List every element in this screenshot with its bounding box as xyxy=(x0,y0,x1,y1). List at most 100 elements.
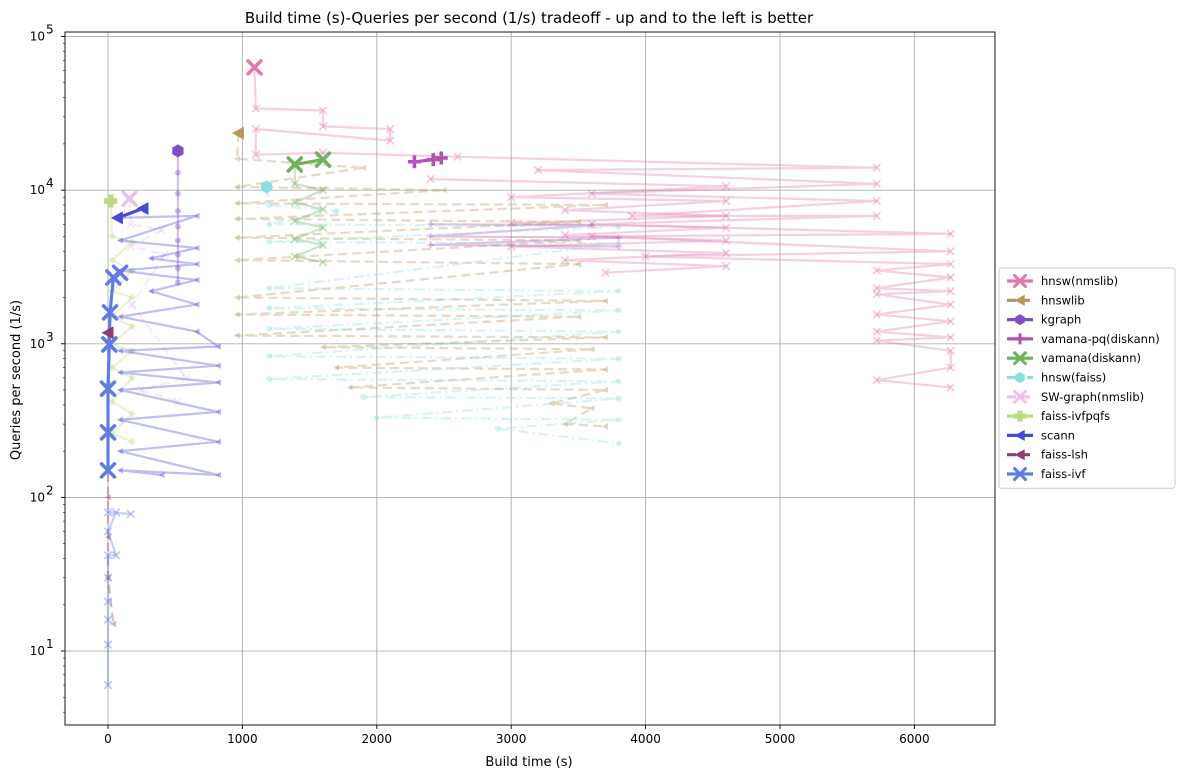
faded-point xyxy=(588,405,595,412)
faded-point xyxy=(116,237,123,244)
faded-point xyxy=(872,336,881,345)
faded-point xyxy=(128,300,137,309)
faded-point xyxy=(215,438,221,446)
faded-point xyxy=(233,155,240,162)
faded-point xyxy=(290,216,299,226)
faded-point xyxy=(386,124,395,134)
faded-point xyxy=(193,260,200,268)
faded-point xyxy=(615,234,622,241)
faded-point xyxy=(175,190,181,197)
faded-point xyxy=(103,527,113,536)
faded-point xyxy=(193,212,200,220)
faded-point xyxy=(318,148,328,157)
faded-point xyxy=(251,124,260,134)
faded-point xyxy=(103,615,113,624)
faded-line xyxy=(106,511,131,686)
y-tick-exponent: 2 xyxy=(46,483,54,497)
faded-point xyxy=(116,416,123,423)
faded-point xyxy=(126,242,135,251)
faded-point xyxy=(360,164,367,171)
faded-point xyxy=(173,397,182,406)
faded-point xyxy=(946,317,955,326)
data-point xyxy=(136,201,149,215)
faded-point xyxy=(946,287,955,296)
faded-point xyxy=(602,386,608,394)
plot-background xyxy=(65,32,995,725)
faded-point xyxy=(946,363,955,372)
faded-point xyxy=(193,244,200,252)
axes-frame xyxy=(64,31,996,726)
y-tick-label: 10 xyxy=(30,337,45,351)
faded-point xyxy=(128,294,136,301)
legend-marker xyxy=(1014,449,1025,461)
faded-point xyxy=(147,255,154,262)
faded-point xyxy=(266,375,273,383)
grid xyxy=(65,32,995,725)
faded-point xyxy=(333,207,340,215)
data-point xyxy=(260,180,273,194)
faded-point xyxy=(560,230,570,240)
faded-point xyxy=(872,290,881,299)
faded-point xyxy=(560,206,570,215)
faded-point xyxy=(128,438,136,446)
legend-label: faiss-ivfpqfs xyxy=(1041,409,1110,423)
faded-point xyxy=(575,237,582,244)
data-point xyxy=(434,151,448,165)
faded-point xyxy=(872,211,881,220)
faded-point xyxy=(111,508,121,517)
faded-point xyxy=(251,150,260,159)
faded-point xyxy=(103,597,113,606)
faded-point xyxy=(103,681,113,690)
series-line xyxy=(294,158,324,166)
faded-point xyxy=(722,211,731,220)
faded-point xyxy=(946,346,955,355)
faded-point xyxy=(946,260,955,269)
faded-point xyxy=(108,364,116,371)
legend-marker xyxy=(1014,429,1025,441)
faded-point xyxy=(175,237,181,244)
faded-point xyxy=(104,534,111,541)
faded-point xyxy=(587,220,596,229)
faded-point xyxy=(266,353,273,360)
faded-point xyxy=(615,240,622,247)
faded-point xyxy=(561,420,568,428)
faded-point xyxy=(722,262,731,271)
y-axis-label: Queries per second (1/s) xyxy=(9,300,24,460)
data-point xyxy=(121,190,138,207)
x-tick-label: 1000 xyxy=(227,732,258,746)
x-tick-label: 5000 xyxy=(765,732,796,746)
faded-line xyxy=(253,67,952,389)
data-point xyxy=(99,462,117,479)
y-tick-exponent: 1 xyxy=(46,637,54,651)
faded-point xyxy=(175,169,181,176)
faded-point xyxy=(318,106,328,115)
faded-point xyxy=(181,373,191,382)
faded-point xyxy=(128,267,136,274)
faded-point xyxy=(233,332,240,339)
y-tick-exponent: 4 xyxy=(46,176,54,190)
faded-point xyxy=(266,325,273,333)
faded-point xyxy=(108,398,116,405)
faded-point xyxy=(103,551,113,560)
faded-point xyxy=(110,620,117,628)
faded-point xyxy=(266,238,273,246)
faded-point xyxy=(602,201,608,209)
legend-marker xyxy=(1012,466,1028,482)
faded-point xyxy=(872,310,881,319)
faded-line xyxy=(293,164,325,264)
faded-point xyxy=(116,467,123,474)
faded-point xyxy=(318,122,328,131)
faded-point xyxy=(157,225,166,235)
faded-point xyxy=(872,196,881,206)
faded-point xyxy=(266,201,273,209)
plot-area xyxy=(65,32,995,725)
faded-point xyxy=(128,410,136,418)
faded-point xyxy=(588,222,596,229)
faded-point xyxy=(722,248,731,258)
faded-point xyxy=(128,347,136,355)
faded-point xyxy=(494,425,501,432)
x-axis-label: Build time (s) xyxy=(485,755,572,770)
legend-marker xyxy=(1015,372,1025,383)
faded-point xyxy=(722,182,731,191)
